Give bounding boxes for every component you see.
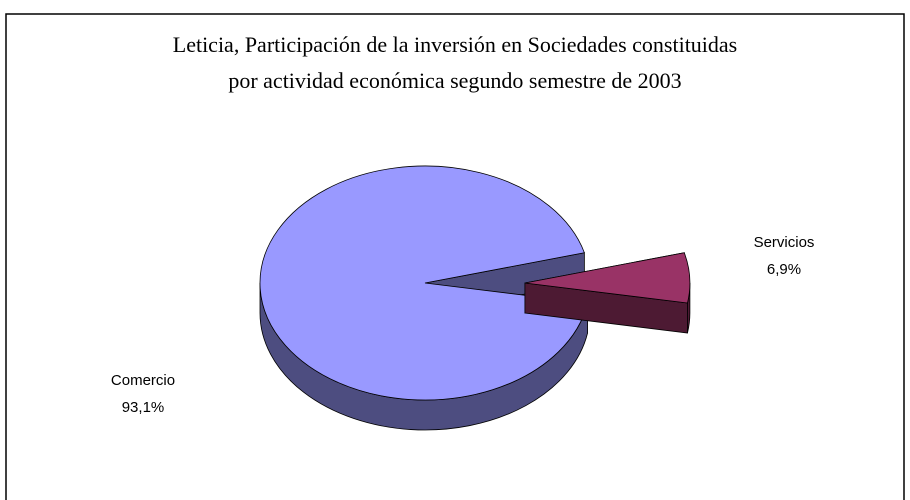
value-label: 93,1% bbox=[122, 399, 165, 416]
slice-top bbox=[524, 252, 691, 304]
slice bbox=[524, 252, 691, 334]
chart-title: por actividad económica segundo semestre… bbox=[228, 68, 681, 93]
category-label: Servicios bbox=[754, 234, 815, 251]
value-label: 6,9% bbox=[767, 261, 801, 278]
category-label: Comercio bbox=[111, 372, 175, 389]
chart-title: Leticia, Participación de la inversión e… bbox=[173, 32, 738, 57]
pie bbox=[259, 165, 691, 431]
slice bbox=[259, 165, 589, 431]
slice-top bbox=[259, 165, 589, 401]
